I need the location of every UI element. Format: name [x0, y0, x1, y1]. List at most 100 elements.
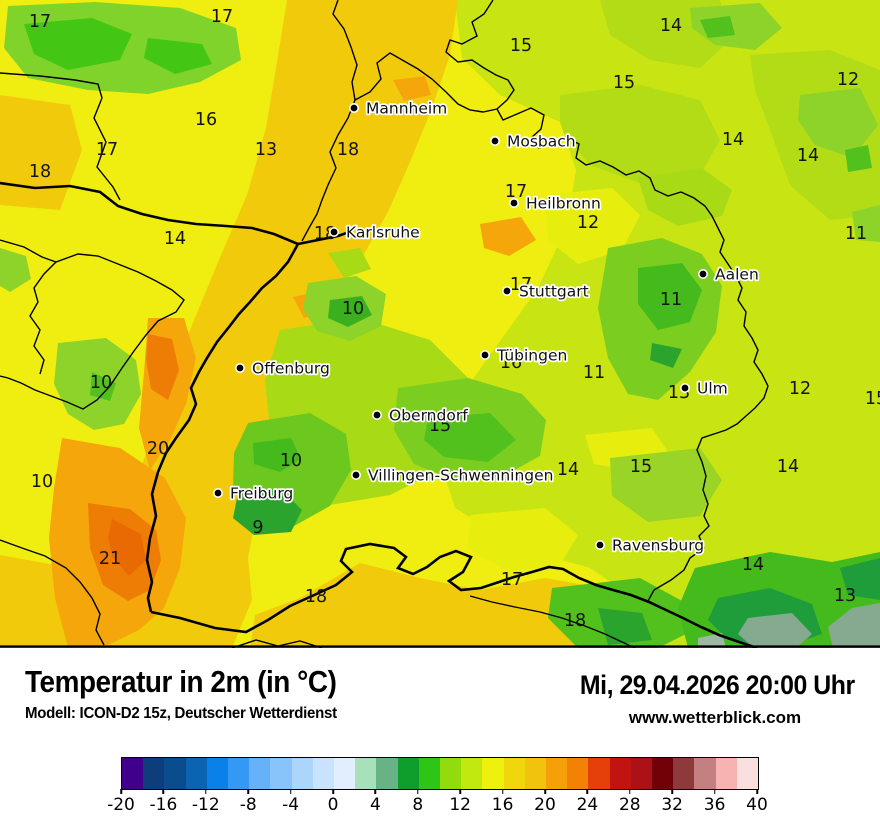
colorbar-cell [249, 758, 271, 789]
colorbar-cell [588, 758, 610, 789]
city-label: Villingen-Schwenningen [368, 467, 553, 485]
temperature-region [253, 438, 301, 472]
colorbar-tick-label: -12 [191, 795, 220, 815]
city-marker-mosbach: Mosbach [489, 131, 577, 152]
temperature-region [90, 372, 116, 401]
temperature-value-label: 10 [31, 472, 53, 492]
temperature-value-label: 10 [342, 299, 364, 319]
city-marker-t-bingen: Tübingen [479, 345, 569, 366]
colorbar-cell [206, 758, 229, 789]
temperature-region [560, 85, 720, 185]
model-info: Modell: ICON-D2 15z, Deutscher Wetterdie… [25, 705, 337, 722]
city-marker-heilbronn: Heilbronn [508, 193, 603, 214]
temperature-value-label: 17 [505, 182, 527, 202]
temperature-region [95, 0, 458, 648]
colorbar-tickmark [374, 789, 377, 794]
temperature-region [250, 563, 640, 648]
city-label: Stuttgart [519, 283, 589, 301]
colorbar-cell [376, 758, 398, 789]
colorbar-tickmark [501, 789, 504, 794]
temperature-value-label: 14 [557, 460, 579, 480]
temperature-value-label: 10 [280, 451, 302, 471]
colorbar-cell [715, 758, 737, 789]
temperature-value-label: 14 [777, 457, 799, 477]
temperature-region [144, 38, 212, 74]
colorbar-tickmark [544, 789, 546, 794]
temperature-value-label: 12 [577, 213, 599, 233]
colorbar-tick-label: -20 [107, 795, 135, 815]
colorbar-tick-label: 16 [491, 795, 514, 815]
temperature-region [650, 343, 682, 368]
city-dot [371, 409, 382, 420]
website-url: www.wetterblick.com [628, 708, 802, 727]
colorbar-tickmark [459, 789, 461, 794]
temperature-value-label: 14 [660, 16, 682, 36]
city-label: Oberndorf [389, 407, 468, 425]
temperature-region [328, 248, 371, 278]
city-marker-ravensburg: Ravensburg [594, 535, 706, 556]
temperature-region [690, 3, 782, 50]
temperature-value-label: 15 [630, 457, 652, 477]
temperature-value-label: 12 [837, 70, 859, 90]
city-label: Heilbronn [526, 195, 601, 213]
colorbar-tick-label: 28 [618, 795, 641, 815]
colorbar-tickmark [162, 789, 165, 794]
city-marker-freiburg: Freiburg [213, 483, 295, 504]
temperature-region [738, 613, 812, 648]
colorbar-cell [397, 758, 419, 789]
temperature-region [0, 248, 31, 292]
temperature-region [108, 519, 146, 576]
temperature-region [845, 145, 872, 172]
colorbar-cell [143, 758, 165, 789]
colorbar-tickmark [713, 789, 716, 794]
temperature-region [610, 448, 722, 522]
temperature-region [828, 603, 880, 648]
city-marker-offenburg: Offenburg [235, 358, 332, 379]
colorbar-cell [673, 758, 695, 789]
colorbar-cell [291, 758, 313, 789]
colorbar-cell [482, 758, 504, 789]
city-label: Karlsruhe [346, 224, 420, 242]
colorbar-tick-label: 32 [661, 795, 684, 815]
colorbar-tickmark [756, 789, 758, 794]
temperature-region [328, 296, 372, 327]
city-dot [479, 349, 490, 360]
colorbar-cell [122, 758, 144, 789]
city-label: Freiburg [230, 485, 293, 503]
colorbar-cell [164, 758, 186, 789]
temperature-value-label: 15 [510, 36, 532, 56]
temperature-value-label: 15 [429, 416, 451, 436]
city-dot [594, 539, 605, 550]
colorbar-cell [461, 758, 483, 789]
temperature-value-label: 11 [583, 363, 605, 383]
temperature-value-label: 20 [147, 439, 169, 459]
temperature-region [545, 188, 640, 264]
colorbar-cell [567, 758, 589, 789]
colorbar-tickmark [629, 789, 631, 794]
city-label: Offenburg [252, 360, 330, 378]
border-lines [0, 0, 880, 648]
colorbar-tick-label: 8 [412, 795, 424, 815]
temperature-value-label: 18 [564, 611, 586, 631]
temperature-value-label: 18 [305, 587, 327, 607]
city-dot [213, 487, 224, 498]
colorbar-cell [652, 758, 674, 789]
city-label: Ulm [697, 380, 728, 398]
colorbar-tickmark [205, 789, 207, 794]
temperature-value-label: 9 [252, 518, 263, 538]
city-marker-villingen-schwenningen: Villingen-Schwenningen [350, 465, 555, 486]
city-dot [350, 469, 361, 480]
city-dot [235, 362, 246, 373]
city-dot [501, 285, 512, 296]
city-markers: Mannheim Mosbach Heilbronn Karlsruhe Stuttga… [213, 98, 760, 556]
temperature-value-label: 12 [789, 379, 811, 399]
colorbar-cell [630, 758, 653, 789]
city-marker-karlsruhe: Karlsruhe [328, 222, 421, 243]
page-title: Temperatur in 2m (in °C) [25, 664, 337, 699]
city-label: Mannheim [366, 100, 447, 118]
city-label: Mosbach [507, 133, 576, 151]
city-dot [697, 268, 708, 279]
city-label: Ravensburg [612, 537, 704, 555]
colorbar-tick-label: -8 [239, 795, 257, 815]
